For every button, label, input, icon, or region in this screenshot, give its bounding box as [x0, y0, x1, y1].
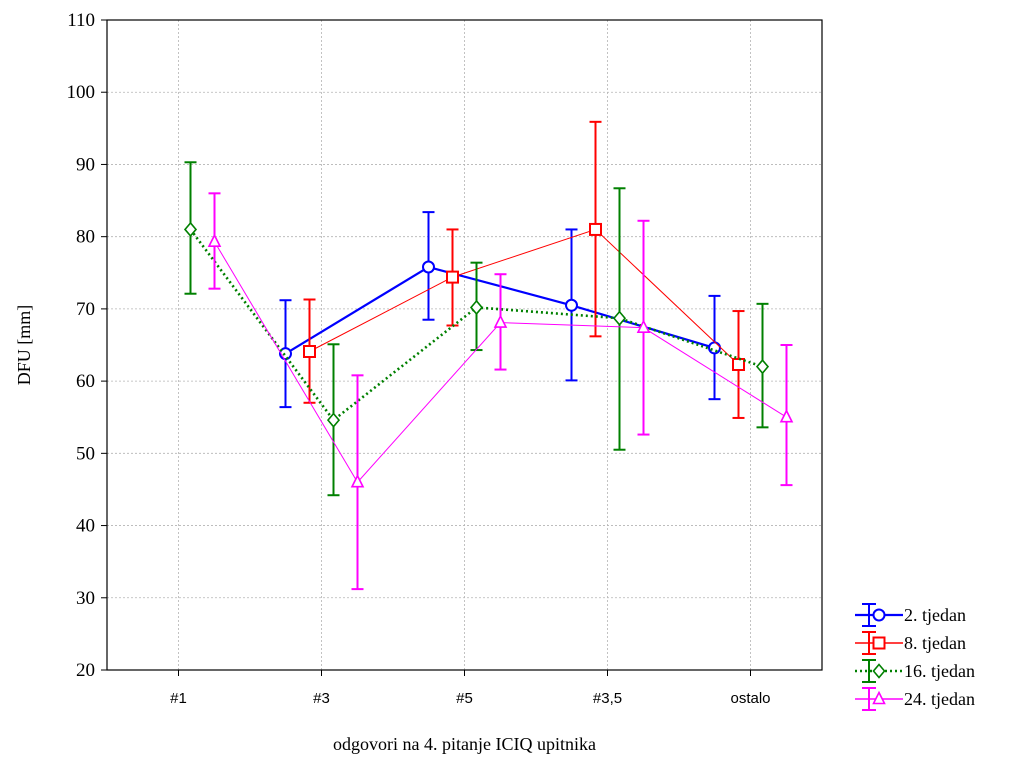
- y-tick-label: 90: [76, 154, 95, 175]
- y-tick-label: 70: [76, 299, 95, 320]
- series-24-tjedan: [207, 192, 794, 591]
- legend-marker: [872, 636, 886, 650]
- legend-label: 24. tjedan: [904, 689, 975, 709]
- data-series: [183, 120, 794, 591]
- y-tick-label: 40: [76, 516, 95, 537]
- series-16-tjedan: [183, 161, 770, 497]
- data-point: [303, 345, 316, 358]
- y-tick-label: 110: [67, 10, 95, 31]
- x-tick-label: #1: [170, 690, 187, 707]
- legend-item: 24. tjedan: [855, 687, 975, 711]
- data-point: [422, 260, 435, 274]
- data-point: [326, 412, 341, 428]
- y-tick-label: 80: [76, 227, 95, 248]
- legend-label: 16. tjedan: [904, 661, 975, 681]
- legend-item: 2. tjedan: [855, 603, 966, 627]
- legend-label: 8. tjedan: [904, 633, 966, 653]
- data-point: [207, 233, 222, 248]
- y-tick-label: 60: [76, 371, 95, 392]
- grid-lines: [107, 20, 822, 670]
- x-tick-label: #5: [456, 690, 473, 707]
- data-point: [755, 358, 770, 375]
- legend-label: 2. tjedan: [904, 605, 966, 625]
- data-point: [565, 298, 578, 312]
- data-point: [446, 270, 459, 284]
- data-point: [469, 299, 484, 316]
- legend-item: 16. tjedan: [855, 659, 975, 683]
- data-point: [636, 319, 651, 333]
- data-point: [589, 222, 602, 236]
- y-tick-label: 50: [76, 443, 95, 464]
- x-tick-label: #3: [313, 690, 330, 707]
- y-tick-label: 20: [76, 660, 95, 681]
- x-tick-label: #3,5: [593, 690, 622, 707]
- data-point: [708, 341, 721, 355]
- y-tick-label: 30: [76, 588, 95, 609]
- legend: 2. tjedan 8. tjedan 16. tjedan 24. tjedan: [855, 603, 975, 711]
- legend-marker: [872, 608, 886, 622]
- data-point: [732, 358, 745, 371]
- y-tick-label: 100: [67, 82, 96, 103]
- series-line: [309, 228, 739, 365]
- data-point: [350, 473, 365, 488]
- legend-marker: [872, 690, 886, 705]
- tick-labels: 20 30 40 50 60 70 80 90 100 110 #1 #3 #5 #3,5 ostalo: [67, 10, 771, 707]
- data-point: [493, 314, 508, 328]
- x-axis-label: odgovori na 4. pitanje ICIQ upitnika: [333, 734, 596, 754]
- y-axis-label: DFU [mm]: [14, 305, 34, 386]
- data-point: [779, 408, 794, 423]
- legend-marker: [872, 663, 886, 679]
- data-point: [612, 310, 627, 327]
- data-point: [183, 221, 198, 238]
- series-8-tjedan: [303, 120, 745, 419]
- x-tick-label: ostalo: [730, 690, 770, 707]
- legend-item: 8. tjedan: [855, 631, 966, 655]
